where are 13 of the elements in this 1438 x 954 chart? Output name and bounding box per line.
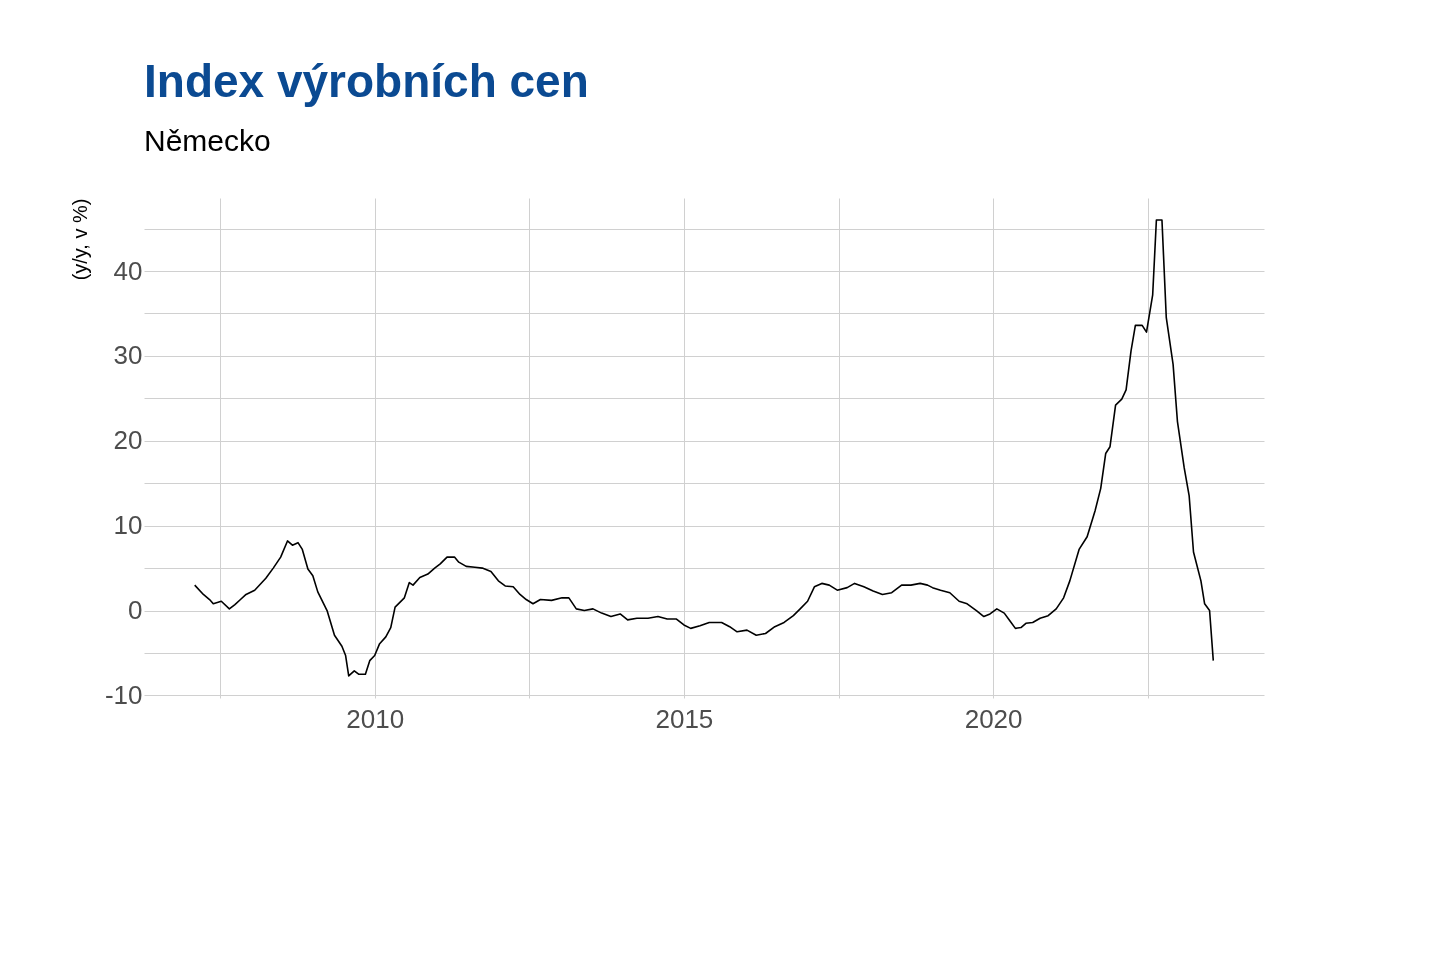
x-tick-label: 2010 xyxy=(346,703,405,734)
y-tick-label: -10 xyxy=(104,679,143,710)
chart-title: Index výrobních cen xyxy=(144,55,589,107)
x-tick-label: 2015 xyxy=(655,703,714,734)
y-tick-label: 20 xyxy=(113,425,143,456)
line-series xyxy=(193,219,1215,677)
x-tick-label: 2020 xyxy=(964,703,1023,734)
chart-subtitle: Německo xyxy=(144,124,271,157)
y-axis-title: (y/y, v %) xyxy=(68,198,91,281)
y-tick-label: 10 xyxy=(113,510,143,541)
y-tick-label: 40 xyxy=(113,255,143,286)
y-tick-label: 0 xyxy=(128,595,143,626)
y-tick-label: 30 xyxy=(113,340,143,371)
